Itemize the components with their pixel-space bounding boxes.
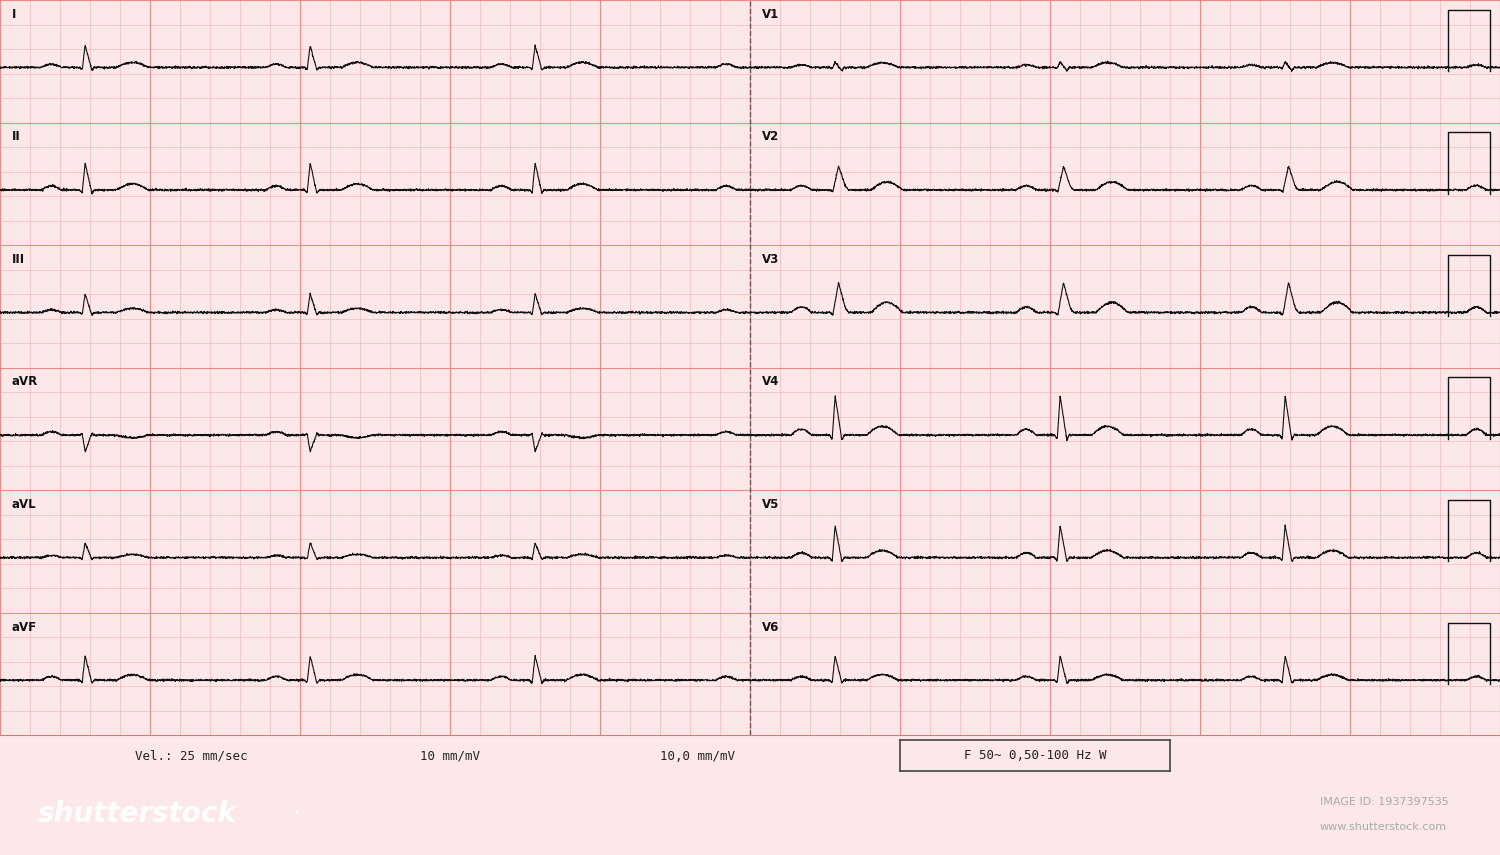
Text: aVR: aVR: [12, 375, 39, 388]
Text: III: III: [12, 253, 26, 266]
Text: ·: ·: [292, 802, 300, 827]
Text: aVF: aVF: [12, 621, 38, 634]
Text: V5: V5: [762, 498, 780, 511]
Text: V1: V1: [762, 8, 780, 21]
Text: II: II: [12, 130, 21, 144]
Text: shutterstock: shutterstock: [38, 800, 237, 828]
Text: V6: V6: [762, 621, 780, 634]
Text: F 50~ 0,50-100 Hz W: F 50~ 0,50-100 Hz W: [963, 749, 1106, 763]
Text: V2: V2: [762, 130, 780, 144]
Text: 10 mm/mV: 10 mm/mV: [420, 750, 480, 763]
Text: Vel.: 25 mm/sec: Vel.: 25 mm/sec: [135, 750, 248, 763]
Text: aVL: aVL: [12, 498, 36, 511]
Text: V4: V4: [762, 375, 780, 388]
Text: www.shutterstock.com: www.shutterstock.com: [1320, 822, 1448, 832]
Text: V3: V3: [762, 253, 780, 266]
Text: 10,0 mm/mV: 10,0 mm/mV: [660, 750, 735, 763]
Text: I: I: [12, 8, 16, 21]
Text: IMAGE ID: 1937397535: IMAGE ID: 1937397535: [1320, 797, 1449, 807]
